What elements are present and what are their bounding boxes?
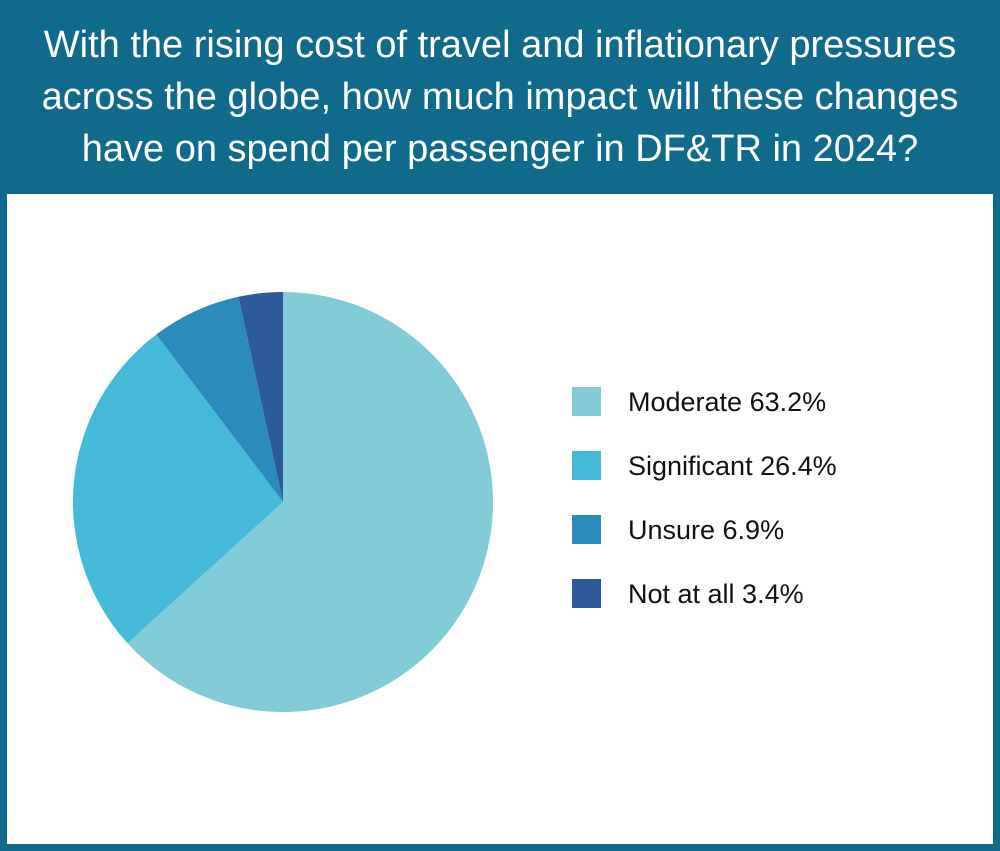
pie-slice-significant [73,334,283,644]
legend-swatch-moderate [572,387,601,416]
legend-item-not-at-all: Not at all 3.4% [572,572,972,636]
pie-slice-unsure [156,296,283,502]
chart-panel: Moderate 63.2% Significant 26.4% Unsure … [7,194,993,844]
legend-swatch-unsure [572,515,601,544]
pie-slice-not-at-all [238,292,283,502]
legend-label-unsure: Unsure 6.9% [628,515,785,545]
legend-label-significant: Significant 26.4% [628,451,837,481]
chart-title: With the rising cost of travel and infla… [41,24,959,170]
legend-swatch-significant [572,451,601,480]
chart-legend: Moderate 63.2% Significant 26.4% Unsure … [572,380,972,636]
legend-item-moderate: Moderate 63.2% [572,380,972,444]
legend-swatch-not-at-all [572,579,601,608]
chart-header: With the rising cost of travel and infla… [0,0,1000,194]
pie-chart [73,292,493,712]
legend-item-unsure: Unsure 6.9% [572,508,972,572]
legend-label-moderate: Moderate 63.2% [628,387,827,417]
legend-item-significant: Significant 26.4% [572,444,972,508]
legend-label-not-at-all: Not at all 3.4% [628,579,804,609]
pie-slice-moderate [127,292,493,712]
